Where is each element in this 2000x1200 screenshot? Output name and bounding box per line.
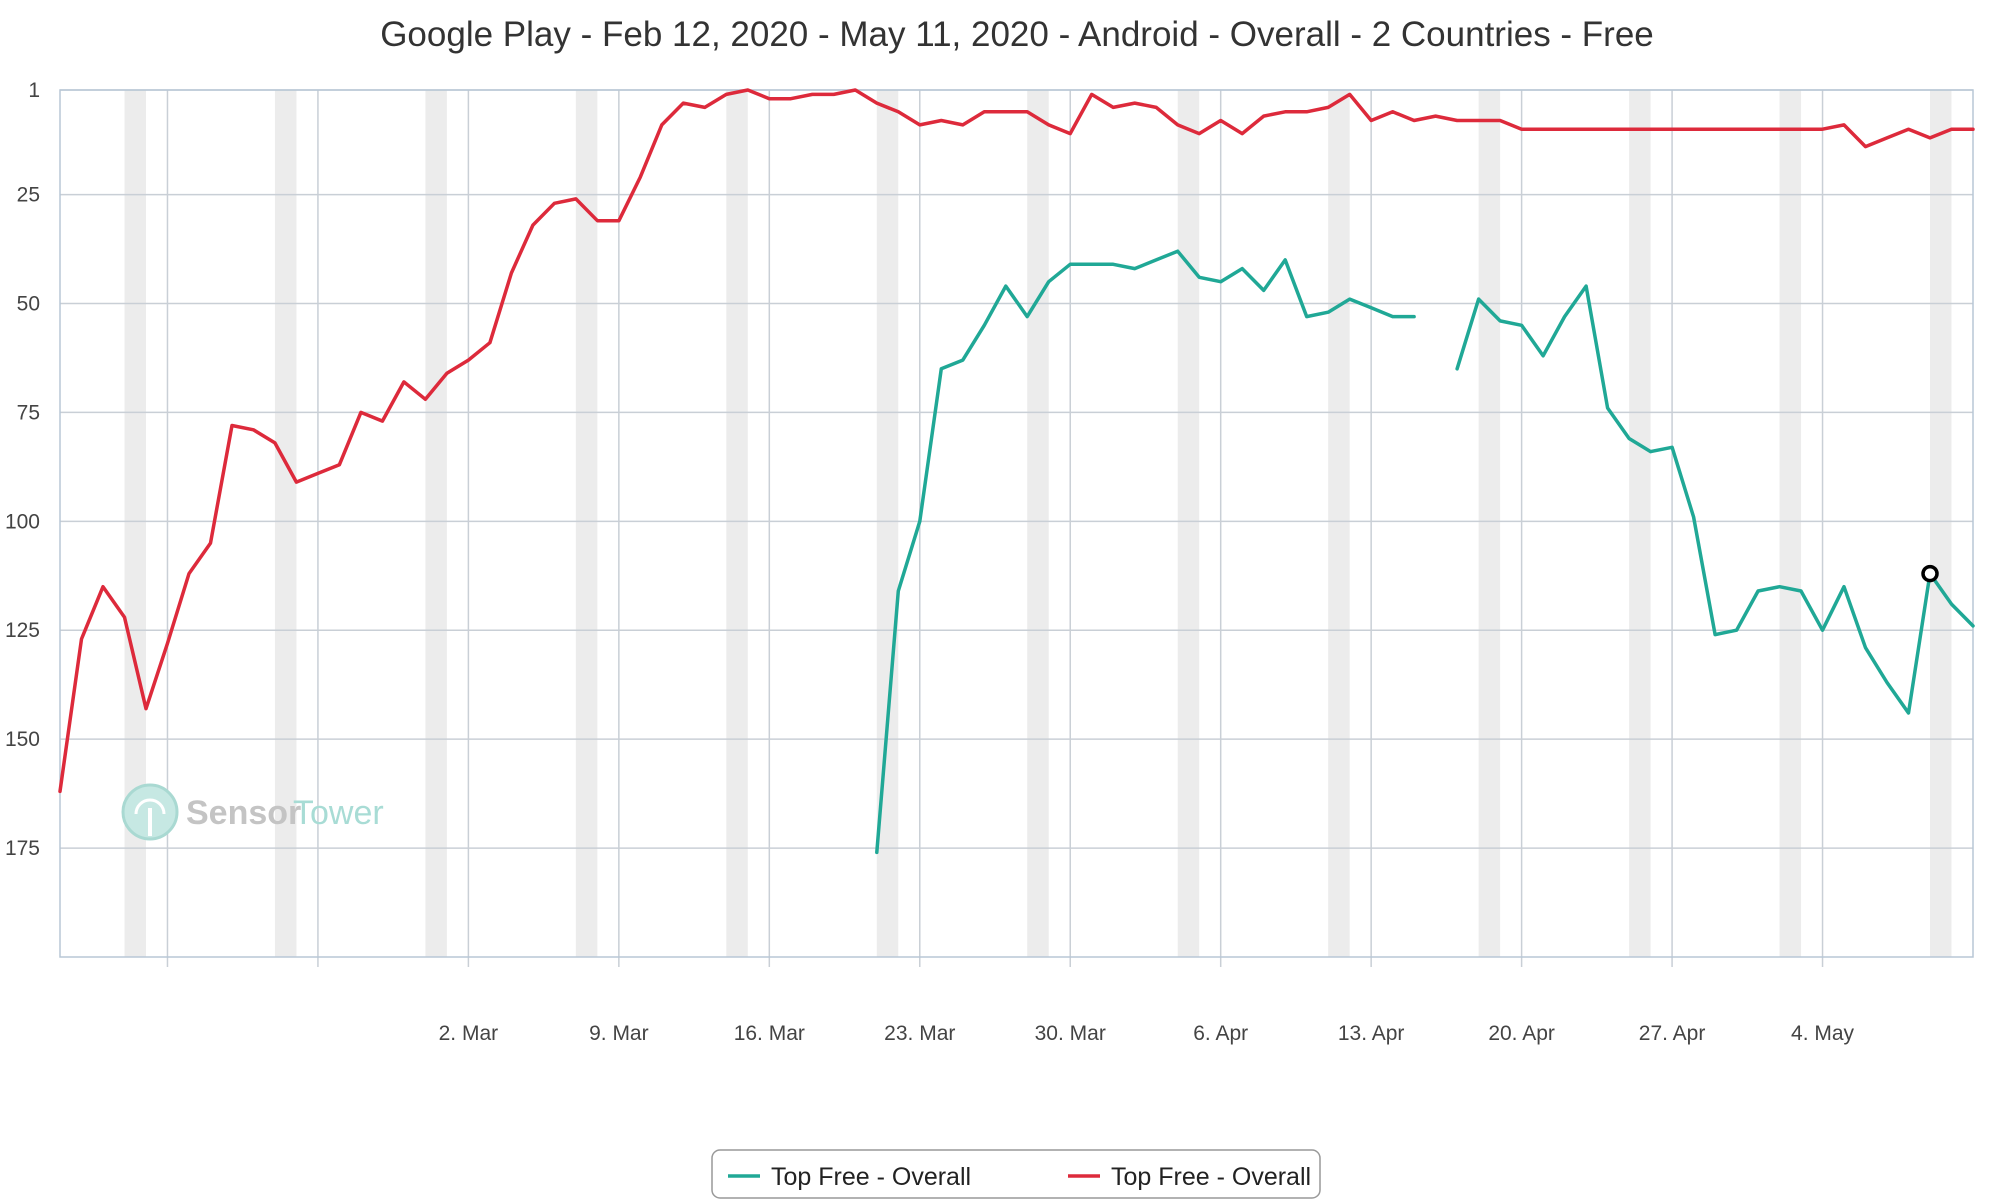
weekend-band-4 bbox=[726, 90, 748, 957]
sensortower-watermark: Sensor Tower bbox=[121, 783, 384, 841]
x-tick-label-8: 27. Apr bbox=[1639, 1022, 1706, 1045]
gridlines bbox=[60, 89, 1973, 967]
hover-marker bbox=[1921, 564, 1939, 583]
chart-title: Google Play - Feb 12, 2020 - May 11, 202… bbox=[380, 15, 1654, 54]
watermark-tower: Tower bbox=[293, 794, 384, 832]
x-tick-label-9: 4. May bbox=[1791, 1022, 1855, 1045]
x-tick-label-4: 30. Mar bbox=[1035, 1022, 1106, 1045]
x-axis-ticks: 2. Mar 9. Mar 16. Mar 23. Mar 30. Mar 6. Apr 1… bbox=[439, 1022, 1855, 1045]
weekend-band-6 bbox=[1027, 90, 1049, 957]
watermark-sensor: Sensor bbox=[186, 794, 301, 832]
series-lines bbox=[58, 88, 1975, 855]
weekend-band-5 bbox=[876, 90, 899, 957]
y-tick-label-175: 175 bbox=[5, 837, 40, 860]
y-tick-label-100: 100 bbox=[5, 510, 40, 533]
weekend-band-11 bbox=[1779, 90, 1802, 957]
weekend-band-7 bbox=[1177, 90, 1200, 957]
weekend-band-0 bbox=[124, 90, 146, 957]
y-tick-label-1: 1 bbox=[28, 79, 40, 102]
series-1-line-seg-1 bbox=[1455, 284, 1975, 715]
y-tick-label-150: 150 bbox=[5, 728, 40, 751]
x-tick-label-0: 2. Mar bbox=[439, 1022, 499, 1045]
weekend-bands bbox=[124, 90, 1952, 957]
weekend-band-9 bbox=[1478, 90, 1501, 957]
x-tick-label-2: 16. Mar bbox=[734, 1022, 805, 1045]
weekend-band-10 bbox=[1629, 90, 1651, 957]
y-tick-label-125: 125 bbox=[5, 619, 40, 642]
x-tick-label-5: 6. Apr bbox=[1193, 1022, 1248, 1045]
sensortower-logo-antenna-icon bbox=[134, 798, 166, 815]
legend-item-series-2[interactable]: Top Free - Overall bbox=[1068, 1163, 1311, 1191]
y-tick-label-50: 50 bbox=[17, 292, 40, 315]
hover-point-marker bbox=[1921, 564, 1939, 583]
legend-label-series-1: Top Free - Overall bbox=[771, 1163, 971, 1191]
legend-item-series-1[interactable]: Top Free - Overall bbox=[728, 1163, 971, 1191]
weekend-band-8 bbox=[1328, 90, 1350, 957]
x-tick-label-3: 23. Mar bbox=[884, 1022, 955, 1045]
x-tick-label-1: 9. Mar bbox=[589, 1022, 649, 1045]
x-tick-label-6: 13. Apr bbox=[1338, 1022, 1405, 1045]
legend-label-series-2: Top Free - Overall bbox=[1111, 1163, 1311, 1191]
weekend-band-1 bbox=[274, 90, 297, 957]
legend: Top Free - Overall Top Free - Overall bbox=[711, 1149, 1321, 1199]
plot-border bbox=[59, 89, 1974, 958]
series-1-line-seg-0 bbox=[875, 249, 1416, 855]
weekend-band-3 bbox=[575, 90, 598, 957]
series-2-line-seg-0 bbox=[58, 88, 1975, 794]
y-tick-label-75: 75 bbox=[17, 401, 40, 424]
weekend-band-12 bbox=[1930, 90, 1952, 957]
x-tick-label-7: 20. Apr bbox=[1488, 1022, 1555, 1045]
y-tick-label-25: 25 bbox=[17, 184, 40, 207]
weekend-band-2 bbox=[425, 90, 447, 957]
legend-box bbox=[711, 1149, 1321, 1199]
